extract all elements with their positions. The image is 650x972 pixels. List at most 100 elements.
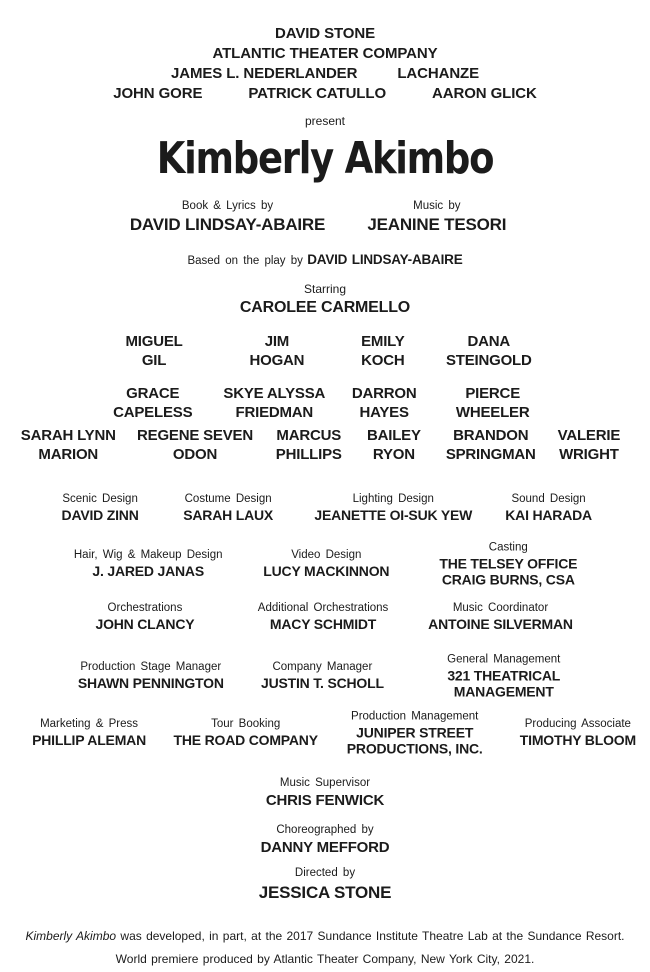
credit-name: ANTOINE SILVERMAN: [428, 616, 573, 632]
credit-name: THE ROAD COMPANY: [173, 732, 319, 748]
producer-billing-line: JAMES L. NEDERLANDER LACHANZE: [0, 64, 650, 84]
credit-label: Book & Lyrics by: [181, 200, 274, 212]
show-title: Kimberly Akimbo: [156, 133, 495, 184]
credit-cell: Costume Design SARAH LAUX: [183, 492, 273, 524]
credit-cell: Video Design LUCY MACKINNON: [263, 548, 389, 580]
credit-name: DAVID ZINN: [61, 507, 139, 523]
cast-member-last-name: FRIEDMAN: [235, 404, 314, 421]
starring-name: CAROLEE CARMELLO: [239, 299, 411, 316]
cast-member-first-name: SKYE ALYSSA: [223, 385, 326, 402]
credit-name: DANNY MEFFORD: [260, 839, 390, 856]
credit-name: JESSICA STONE: [258, 883, 392, 902]
footer-note: Kimberly Akimbo was developed, in part, …: [0, 925, 650, 971]
producer-name: DAVID STONE: [274, 25, 376, 42]
credit-name: JEANETTE OI-SUK YEW: [314, 507, 473, 523]
cast-member-first-name: DANA: [467, 333, 511, 350]
choreographer-credit: Choreographed by DANNY MEFFORD: [0, 823, 650, 858]
starring-block: Starring CAROLEE CARMELLO: [0, 282, 650, 318]
cast-member-last-name: MARION: [38, 446, 99, 463]
credit-name: DAVID LINDSAY-ABAIRE: [307, 252, 463, 267]
cast-member-last-name: SPRINGMAN: [445, 446, 536, 463]
cast-member-first-name: MIGUEL: [125, 333, 183, 350]
footer-line-premiere: World premiere produced by Atlantic Thea…: [115, 952, 535, 966]
cast-member: PIERCE WHEELER: [456, 384, 530, 422]
footer-show-title: Kimberly Akimbo: [25, 929, 117, 943]
cast-member: EMILY KOCH: [361, 332, 405, 370]
credit-label: Music Supervisor: [279, 777, 371, 789]
credit-label: Sound Design: [511, 493, 586, 505]
credit-cell: Production Management JUNIPER STREET PRO…: [347, 710, 483, 757]
credit-name: KAI HARADA: [505, 507, 592, 523]
credit-label: Music Coordinator: [452, 602, 549, 614]
cast-member: JIM HOGAN: [249, 332, 304, 370]
credit-cell: Orchestrations JOHN CLANCY: [95, 601, 194, 633]
cast-member: BAILEY RYON: [367, 426, 421, 464]
producer-name: ATLANTIC THEATER COMPANY: [212, 45, 438, 62]
credit-label: Costume Design: [184, 493, 272, 505]
credit-cell: Music Coordinator ANTOINE SILVERMAN: [428, 601, 573, 633]
director-credit: Directed by JESSICA STONE: [0, 866, 650, 905]
credit-label: Choreographed by: [276, 824, 374, 836]
cast-member-first-name: EMILY: [361, 333, 405, 350]
cast-member-last-name: STEINGOLD: [445, 352, 532, 369]
footer-development-text: was developed, in part, at the 2017 Sund…: [116, 929, 625, 943]
cast-member: SARAH LYNN MARION: [21, 426, 116, 464]
credit-label: Tour Booking: [211, 718, 281, 730]
credit-name: MACY SCHMIDT: [269, 616, 377, 632]
credit-label: Lighting Design: [352, 493, 434, 505]
producer-name: JAMES L. NEDERLANDER: [170, 65, 358, 82]
cast-member-first-name: GRACE: [126, 385, 180, 402]
credit-cell: Marketing & Press PHILLIP ALEMAN: [32, 717, 146, 749]
credit-label: Directed by: [294, 867, 356, 879]
cast-member-last-name: WRIGHT: [559, 446, 619, 463]
credit-label: Music by: [413, 200, 461, 212]
cast-member-first-name: SARAH LYNN: [20, 427, 116, 444]
music-supervisor-credit: Music Supervisor CHRIS FENWICK: [0, 776, 650, 811]
credit-cell: Scenic Design DAVID ZINN: [62, 492, 139, 524]
footer-line-development: Kimberly Akimbo was developed, in part, …: [0, 925, 650, 948]
credit-name: JOHN CLANCY: [95, 616, 195, 632]
cast-member: MIGUEL GIL: [125, 332, 182, 370]
credit-cell: Production Stage Manager SHAWN PENNINGTO…: [78, 660, 224, 692]
cast-member-last-name: KOCH: [361, 352, 405, 369]
cast-member-last-name: RYON: [372, 446, 415, 463]
credit-label: Video Design: [291, 549, 362, 561]
credit-name: SARAH LAUX: [183, 507, 274, 523]
credit-cell: General Management 321 THEATRICAL MANAGE…: [447, 653, 560, 700]
credit-name: LUCY MACKINNON: [263, 563, 390, 579]
credit-label: Company Manager: [272, 661, 373, 673]
producer-name: LACHANZE: [397, 65, 480, 82]
credit-label: Additional Orchestrations: [257, 602, 389, 614]
cast-member-last-name: PHILLIPS: [275, 446, 342, 463]
credit-name: CHRIS FENWICK: [265, 792, 385, 809]
credit-cell: Producing Associate TIMOTHY BLOOM: [520, 717, 636, 749]
credit-name: PHILLIP ALEMAN: [32, 732, 146, 748]
based-on-line: Based on the play by DAVID LINDSAY-ABAIR…: [0, 252, 650, 269]
credit-label: Scenic Design: [62, 493, 138, 505]
credit-name: 321 THEATRICAL: [447, 667, 561, 684]
credit-label: General Management: [447, 653, 561, 666]
credit-name: J. JARED JANAS: [92, 563, 204, 579]
credit-name: JUNIPER STREET: [356, 724, 474, 741]
credit-label: Casting: [488, 541, 528, 554]
cast-member-last-name: GIL: [141, 352, 167, 369]
credit-label: Production Management: [351, 710, 479, 723]
credit-cell: Additional Orchestrations MACY SCHMIDT: [258, 601, 388, 633]
cast-member-last-name: HAYES: [359, 404, 409, 421]
cast-member: DARRON HAYES: [352, 384, 417, 422]
credit-cell: Hair, Wig & Makeup Design J. JARED JANAS: [74, 548, 223, 580]
credits-row-orchestrations: Orchestrations JOHN CLANCY Additional Or…: [0, 597, 650, 637]
present-label: present: [304, 114, 346, 128]
cast-member-first-name: JIM: [264, 333, 290, 350]
credit-name: MANAGEMENT: [453, 683, 554, 700]
cast-member-last-name: WHEELER: [455, 404, 530, 421]
producer-billing-line: ATLANTIC THEATER COMPANY: [0, 44, 650, 64]
cast-member: BRANDON SPRINGMAN: [446, 426, 536, 464]
music-credit: Music by JEANINE TESORI: [367, 199, 506, 236]
cast-member: SKYE ALYSSA FRIEDMAN: [223, 384, 325, 422]
credit-name: CRAIG BURNS, CSA: [441, 571, 575, 588]
cast-member: MARCUS PHILLIPS: [276, 426, 342, 464]
credit-cell: Company Manager JUSTIN T. SCHOLL: [261, 660, 384, 692]
cast-member-first-name: REGENE SEVEN: [137, 427, 253, 444]
